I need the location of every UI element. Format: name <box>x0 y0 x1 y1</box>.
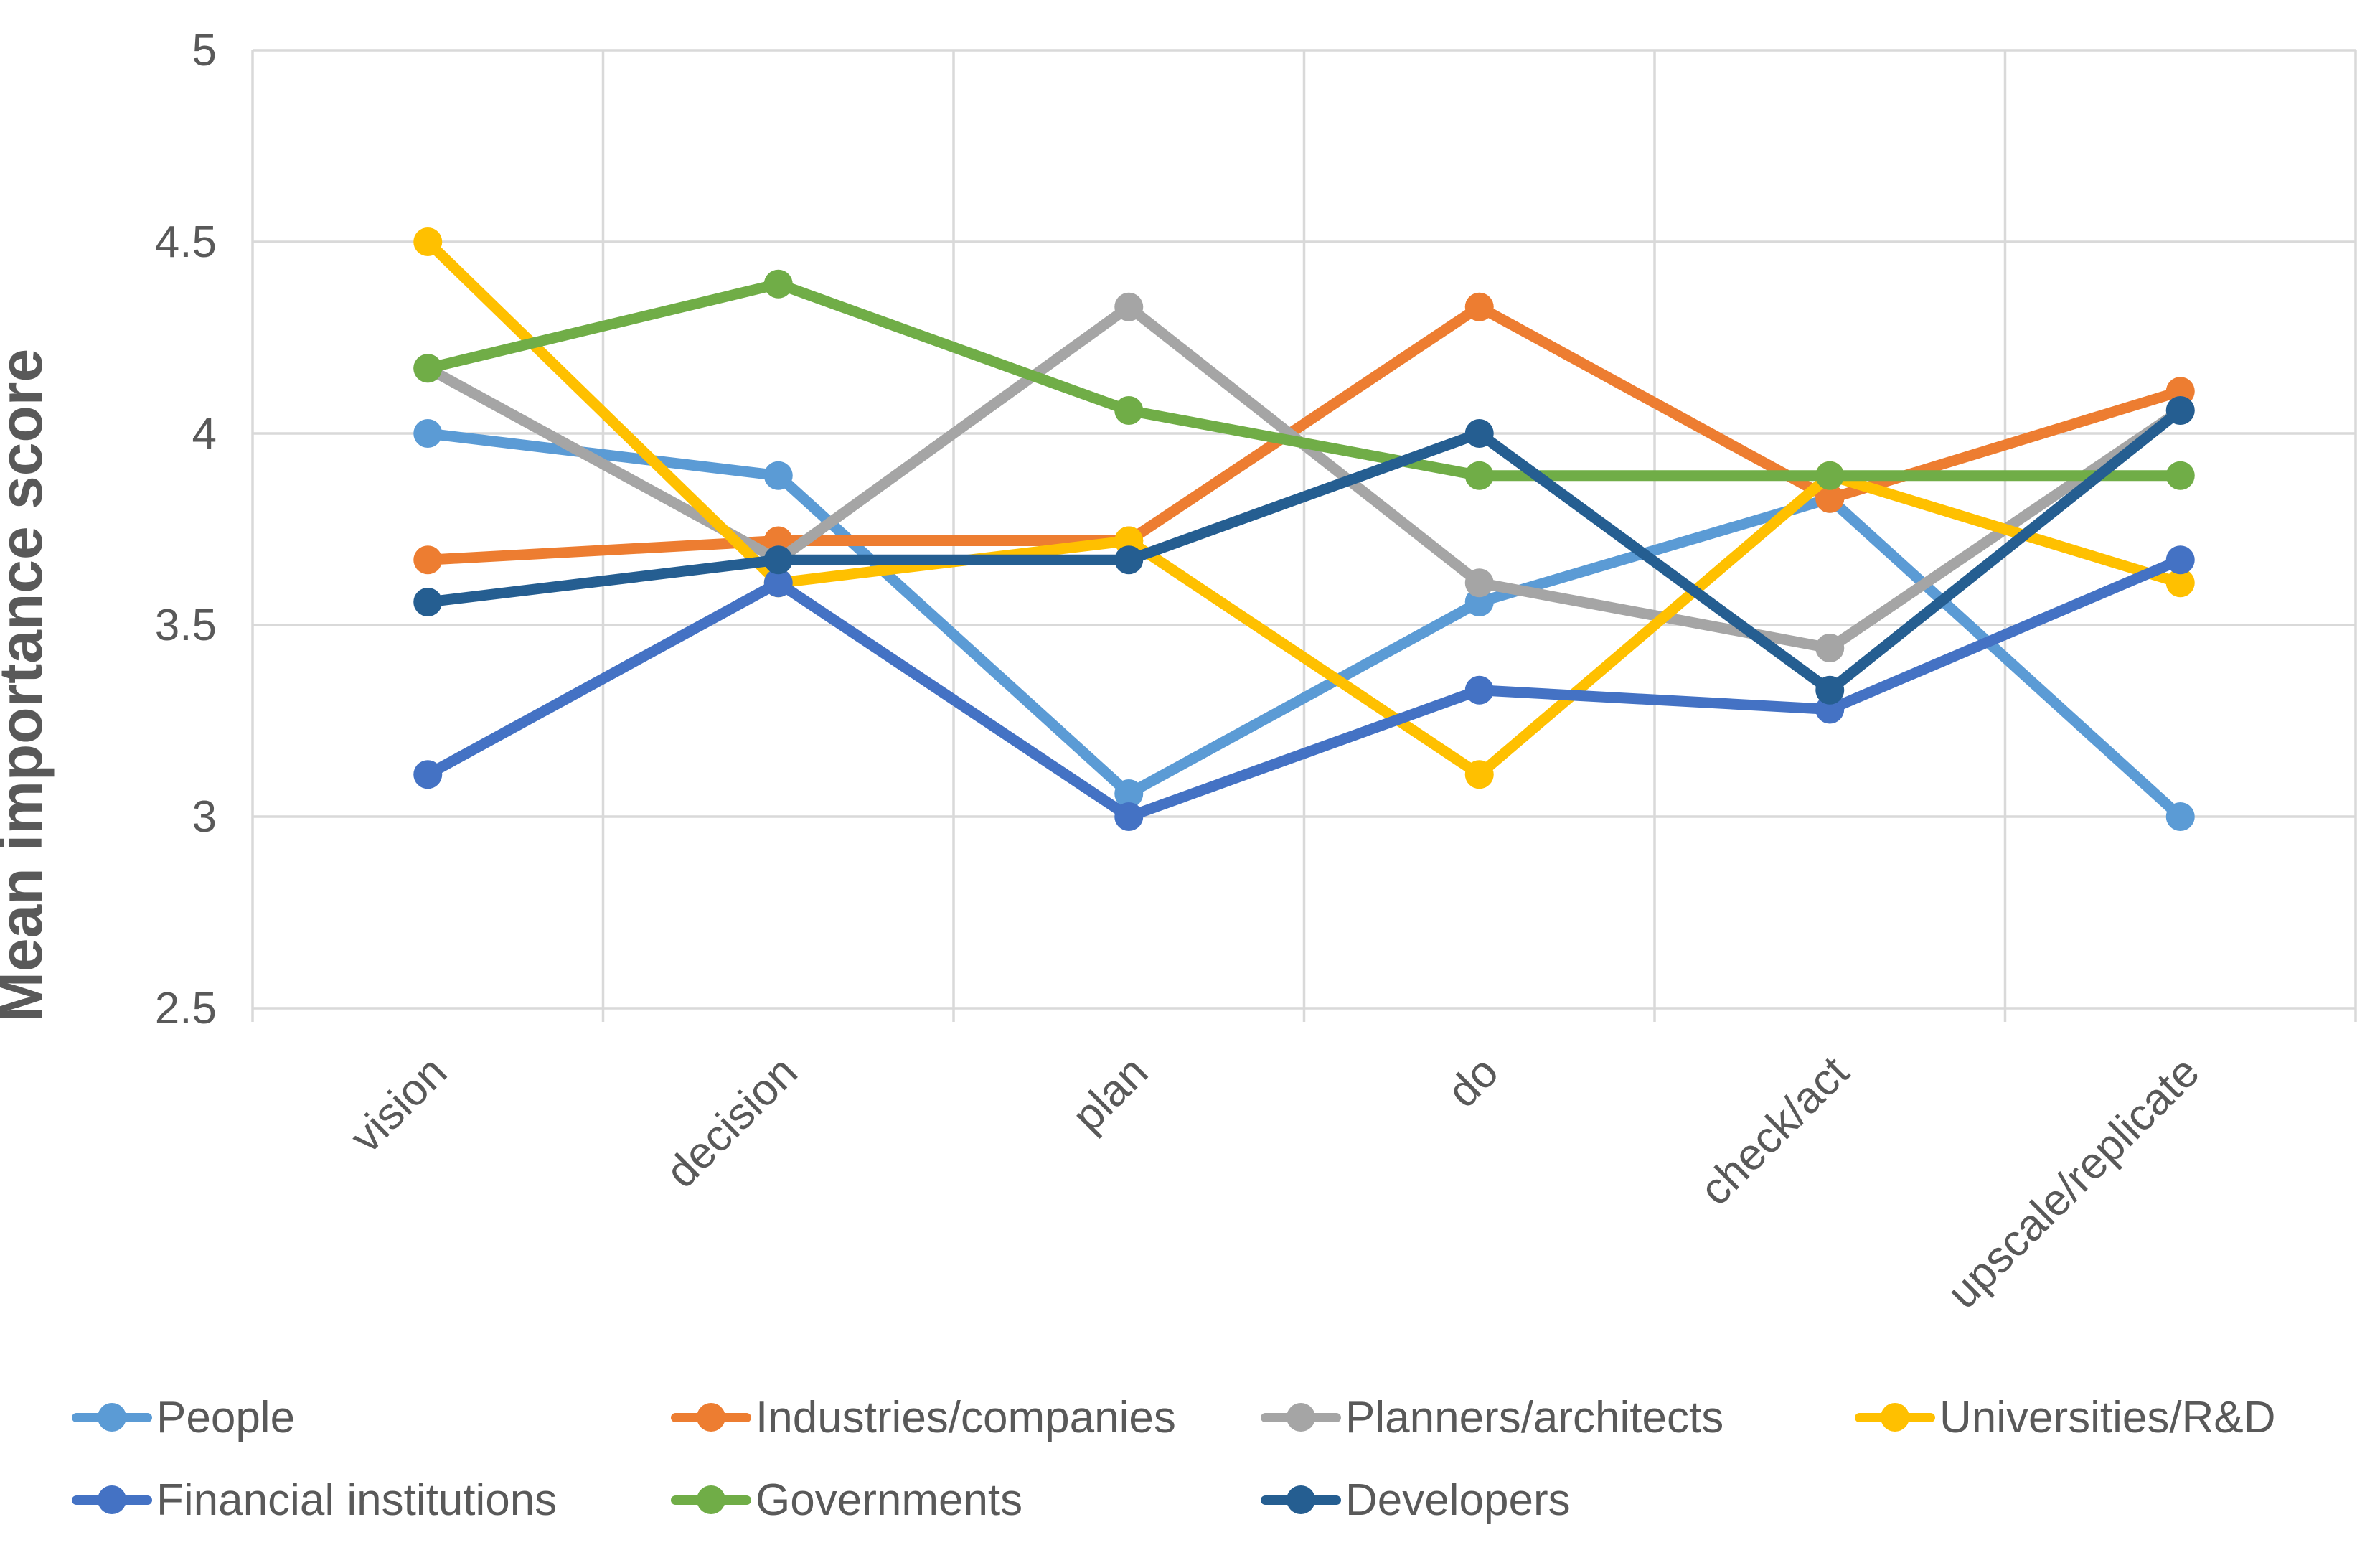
legend-line-marker-icon <box>1261 1392 1341 1442</box>
y-axis-title: Mean importance score <box>0 349 55 1022</box>
series-line-developers <box>422 405 2186 696</box>
legend-item-universities-r-d: Universities/R&D <box>1855 1392 2276 1442</box>
legend-label: People <box>156 1392 296 1442</box>
y-axis-tick-label: 4.5 <box>155 217 217 267</box>
series-point-developers-0 <box>413 587 443 616</box>
legend-line-marker-icon <box>1855 1392 1935 1442</box>
series-point-financial-institutions-0 <box>413 760 443 789</box>
legend-label: Industries/companies <box>756 1392 1176 1442</box>
legend-label: Planners/architects <box>1345 1392 1724 1442</box>
legend-line-marker-icon <box>72 1392 152 1442</box>
series-point-industries-companies-4 <box>1815 484 1845 513</box>
series-point-developers-1 <box>763 545 793 575</box>
series-point-developers-5 <box>2165 395 2195 425</box>
series-point-planners-architects-2 <box>1114 292 1144 321</box>
y-axis-tick-label: 3.5 <box>155 601 217 650</box>
legend-item-planners-architects: Planners/architects <box>1261 1392 1723 1442</box>
legend-label: Universities/R&D <box>1939 1392 2276 1442</box>
series-point-universities-r-d-5 <box>2165 568 2195 598</box>
legend-item-developers: Developers <box>1261 1475 1571 1525</box>
series-point-governments-5 <box>2165 461 2195 490</box>
series-point-people-0 <box>413 419 443 448</box>
legend-item-people: People <box>72 1392 295 1442</box>
series-line-universities-r-d <box>422 236 2186 780</box>
series-point-financial-institutions-2 <box>1114 802 1144 831</box>
series-point-financial-institutions-5 <box>2165 545 2195 575</box>
x-category-label-upscale-replicate: upscale/replicate <box>1938 1047 2209 1318</box>
x-category-label-decision: decision <box>657 1047 807 1198</box>
x-category-label-do: do <box>1438 1047 1508 1117</box>
legend-item-governments: Governments <box>671 1475 1022 1525</box>
series-point-universities-r-d-3 <box>1464 760 1494 789</box>
series-point-universities-r-d-0 <box>413 227 443 256</box>
x-category-label-plan: plan <box>1063 1047 1157 1142</box>
series-line-governments <box>422 278 2186 482</box>
legend-line-marker-icon <box>671 1392 751 1442</box>
series-point-developers-3 <box>1464 419 1494 448</box>
legend-line-marker-icon <box>1261 1475 1341 1525</box>
legend-line-marker-icon <box>72 1475 152 1525</box>
series-point-governments-1 <box>763 269 793 299</box>
series-point-people-1 <box>763 461 793 490</box>
y-axis-tick-label: 5 <box>192 26 217 75</box>
y-axis-tick-label: 3 <box>192 792 217 842</box>
legend-label: Governments <box>756 1475 1023 1525</box>
series-point-financial-institutions-3 <box>1464 675 1494 705</box>
series-point-developers-2 <box>1114 545 1144 575</box>
legend-line-marker-icon <box>671 1475 751 1525</box>
series-point-people-2 <box>1114 779 1144 808</box>
series-point-developers-4 <box>1815 675 1845 705</box>
line-chart: 5 4.5 4 3.5 3 2.5 vision decision plan do check/ac… <box>0 26 2357 1318</box>
series-point-people-5 <box>2165 802 2195 831</box>
series-point-financial-institutions-1 <box>763 568 793 598</box>
series-point-governments-4 <box>1815 461 1845 490</box>
series-point-industries-companies-3 <box>1464 292 1494 321</box>
legend-item-financial-institutions: Financial institutions <box>72 1475 557 1525</box>
legend-label: Developers <box>1345 1475 1571 1525</box>
legend-item-industries-companies: Industries/companies <box>671 1392 1176 1442</box>
legend-label: Financial institutions <box>156 1475 558 1525</box>
series-point-industries-companies-0 <box>413 545 443 575</box>
x-category-label-vision: vision <box>341 1047 456 1163</box>
series-point-planners-architects-4 <box>1815 634 1845 663</box>
series-line-financial-institutions <box>422 554 2186 822</box>
series-point-governments-0 <box>413 354 443 383</box>
series-point-governments-2 <box>1114 395 1144 425</box>
y-axis-tick-label: 4 <box>192 409 217 459</box>
series-point-planners-architects-3 <box>1464 568 1494 598</box>
series-point-governments-3 <box>1464 461 1494 490</box>
series-line-people <box>422 428 2186 822</box>
y-axis-tick-label: 2.5 <box>155 984 217 1033</box>
x-category-label-check-act: check/act <box>1690 1047 1858 1215</box>
